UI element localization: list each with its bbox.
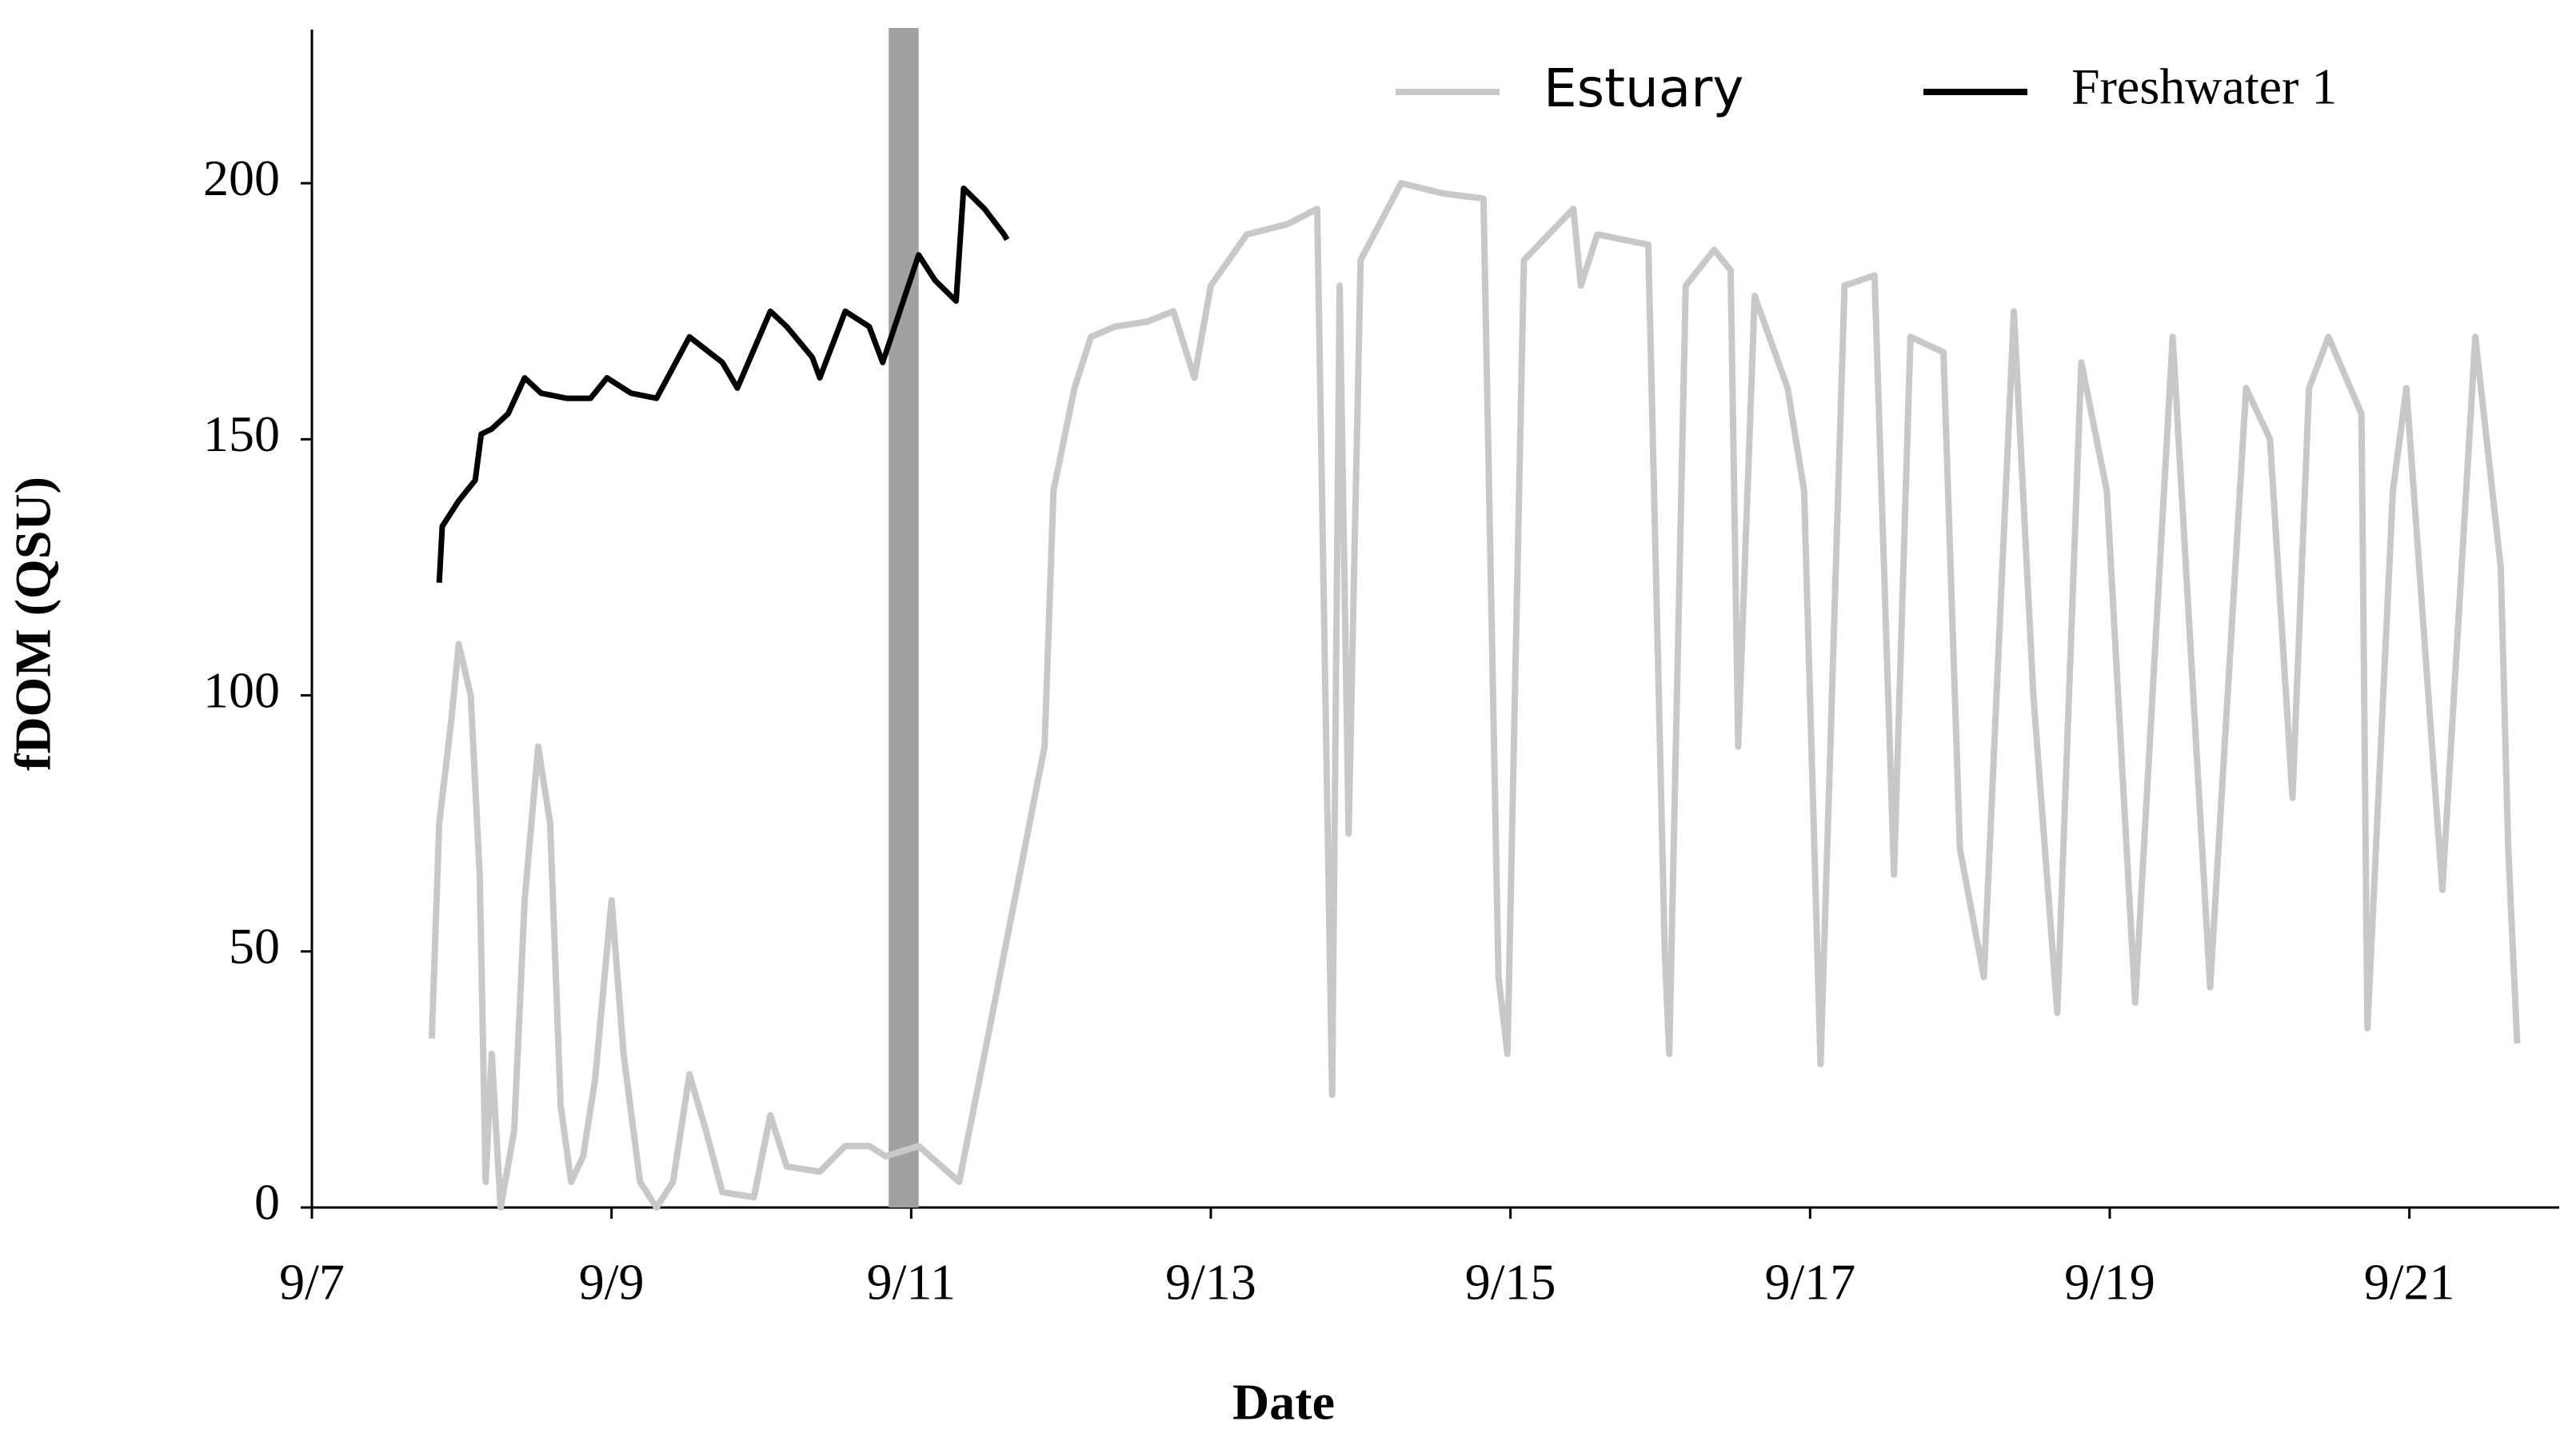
x-tick-label: 9/9 [579, 1254, 645, 1311]
y-tick-label: 0 [254, 1174, 280, 1231]
x-tick-label: 9/21 [2364, 1254, 2455, 1311]
series-line [436, 186, 1010, 583]
series-line [428, 180, 2521, 1211]
x-tick-label: 9/7 [279, 1254, 345, 1311]
x-tick-label: 9/11 [867, 1254, 956, 1311]
x-axis-label: Date [1232, 1374, 1335, 1431]
x-tick-label: 9/15 [1465, 1254, 1556, 1311]
legend-label: Freshwater 1 [2071, 58, 2337, 115]
y-tick-label: 100 [203, 661, 280, 718]
y-axis-label: fDOM (QSU) [5, 477, 62, 771]
legend-label: Estuary [1544, 58, 1743, 119]
y-tick-label: 200 [203, 150, 280, 206]
y-tick-label: 50 [229, 917, 280, 974]
x-tick-label: 9/13 [1165, 1254, 1256, 1311]
x-tick-label: 9/17 [1764, 1254, 1855, 1311]
shaded-region [889, 28, 919, 1207]
y-tick-label: 150 [203, 405, 280, 462]
x-tick-label: 9/19 [2064, 1254, 2155, 1311]
